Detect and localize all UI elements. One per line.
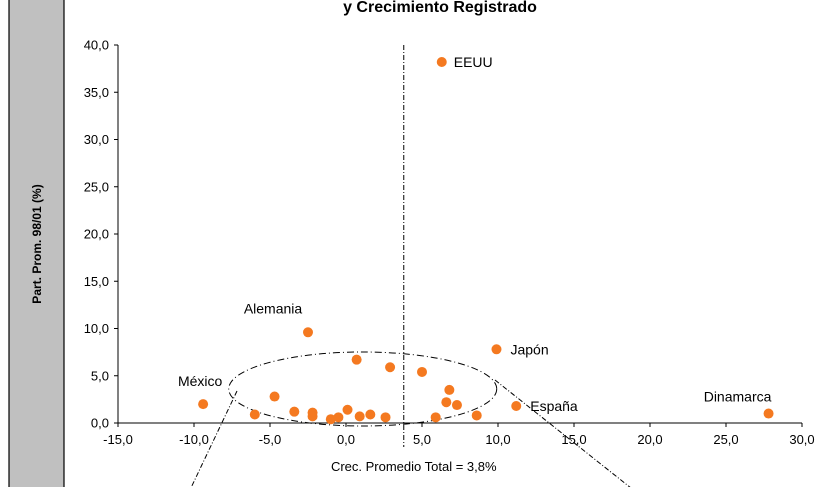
x-tick-label: -5,0 (259, 432, 281, 447)
data-point (365, 409, 376, 420)
data-point (385, 362, 396, 373)
data-point (325, 414, 336, 425)
data-point (444, 384, 455, 395)
y-axis-label-panel (8, 0, 65, 487)
y-tick-label: 15,0 (84, 274, 109, 289)
data-point (491, 344, 502, 355)
data-point-labels: EEUU Alemania Japón México España Dinamarca (178, 54, 772, 414)
y-tick-label: 40,0 (84, 38, 109, 53)
x-tick-label: 5,0 (413, 432, 431, 447)
x-tick-label: 10,0 (485, 432, 510, 447)
data-point (342, 404, 353, 415)
x-tick-label: 30,0 (789, 432, 814, 447)
data-point (289, 406, 300, 417)
y-tick-label: 10,0 (84, 321, 109, 336)
y-tick-label: 20,0 (84, 227, 109, 242)
zoom-connector-right (494, 379, 631, 487)
chart-title: y Crecimiento Registrado (343, 0, 537, 16)
data-point (471, 410, 482, 421)
data-point (333, 412, 344, 423)
data-point (511, 400, 522, 411)
data-point (198, 399, 209, 410)
data-point (441, 397, 452, 408)
y-axis-label: Part. Prom. 98/01 (%) (30, 184, 44, 303)
x-tick-label: -10,0 (179, 432, 209, 447)
zoom-connector-left (190, 390, 238, 487)
data-point-label: España (530, 398, 578, 414)
data-point (354, 411, 365, 422)
data-point (307, 411, 318, 422)
data-point (380, 412, 391, 423)
data-point-label: Japón (510, 341, 548, 357)
data-point-label: EEUU (454, 54, 493, 70)
data-point (269, 391, 280, 402)
x-tick-label: 25,0 (713, 432, 738, 447)
x-tick-label: -15,0 (103, 432, 133, 447)
data-point-label: Alemania (244, 300, 303, 316)
data-points (198, 57, 774, 425)
y-tick-label: 0,0 (91, 416, 109, 431)
y-tick-label: 30,0 (84, 132, 109, 147)
cluster-highlight-ellipse (228, 351, 498, 427)
data-point (249, 409, 260, 420)
annotations: Crec. Promedio Total = 3,8% (190, 45, 631, 487)
x-tick-label: 0,0 (337, 432, 355, 447)
y-tick-label: 35,0 (84, 85, 109, 100)
data-point-label: México (178, 373, 223, 389)
data-point (436, 57, 447, 68)
data-point (351, 354, 362, 365)
x-tick-label: 20,0 (637, 432, 662, 447)
y-tick-label: 25,0 (84, 179, 109, 194)
data-point (763, 408, 774, 419)
axis-ticks: -15,0 -10,0 -5,0 0,0 5,0 10,0 15,0 20,0 25,0 30,0… (84, 38, 815, 448)
x-tick-label: 15,0 (561, 432, 586, 447)
data-point-label: Dinamarca (704, 389, 772, 405)
data-point (303, 327, 313, 338)
y-tick-label: 5,0 (91, 368, 109, 383)
data-point (417, 366, 427, 377)
data-point (430, 412, 441, 423)
average-line-label: Crec. Promedio Total = 3,8% (331, 459, 497, 474)
data-point (451, 400, 462, 411)
